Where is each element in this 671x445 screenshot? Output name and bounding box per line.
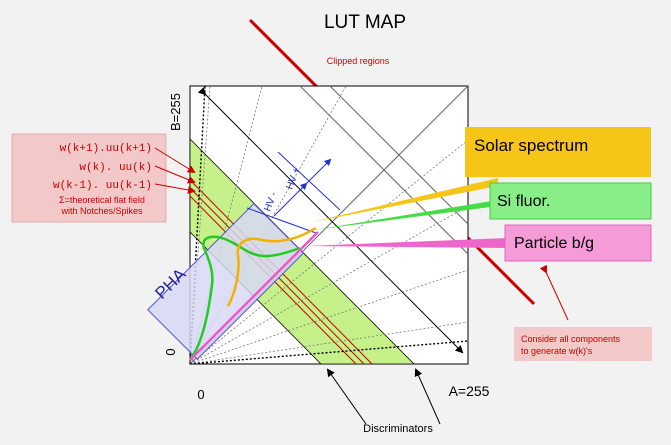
weight-line-1: w(k+1).uu(k+1) <box>60 143 152 155</box>
weight-line-2: w(k). uu(k) <box>79 162 152 174</box>
discriminator-pointers <box>326 368 441 425</box>
diagram-title: LUT MAP <box>324 12 406 33</box>
b-axis-zero-label: 0 <box>163 348 178 355</box>
consider-line-1: Consider all components <box>521 334 621 344</box>
weight-pointers <box>154 147 196 194</box>
hv-bracket <box>246 151 341 234</box>
sum-line-2: with Notches/Spikes <box>60 206 143 216</box>
consider-line-2: to generate w(k)'s <box>521 346 593 356</box>
si-pointer <box>314 200 498 230</box>
a-axis-max-label: A=255 <box>449 383 490 399</box>
b-axis-max-label: B=255 <box>168 93 183 131</box>
si-fluor-curve <box>188 235 301 361</box>
sum-line-1: Σ=theoretical flat field <box>59 195 145 205</box>
solar-spectrum-curve <box>226 226 317 307</box>
particle-pointer <box>306 238 508 248</box>
solar-callout-label: Solar spectrum <box>474 136 588 155</box>
discriminators-label: Discriminators <box>363 423 433 435</box>
si-callout-label: Si fluor. <box>497 193 550 210</box>
weights-box <box>11 133 167 223</box>
solar-callout-box <box>465 127 651 177</box>
particle-callout-label: Particle b/g <box>514 235 594 252</box>
a-axis-zero-label: 0 <box>197 387 204 402</box>
weight-line-3: w(k-1). uu(k-1) <box>53 180 152 192</box>
diagonal-range-arrow <box>197 86 464 354</box>
clipped-regions-label: Clipped regions <box>327 56 390 66</box>
solar-pointer <box>312 178 498 222</box>
particle-bg-curve <box>189 231 319 361</box>
si-callout-box <box>489 182 652 220</box>
consider-pointer <box>539 264 569 321</box>
consider-box <box>514 327 652 361</box>
pha-box <box>147 202 305 360</box>
particle-callout-box <box>504 224 652 262</box>
